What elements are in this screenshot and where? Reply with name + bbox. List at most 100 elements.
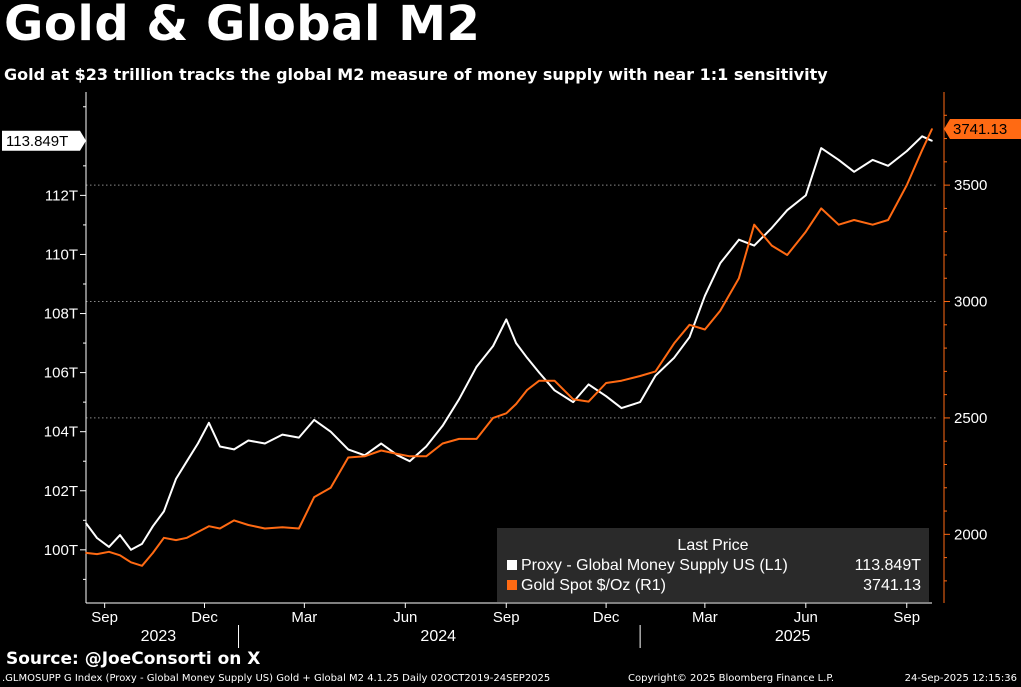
m2-data-point: [837, 159, 840, 161]
m2-data-point: [654, 374, 657, 377]
left-last-value-label: 113.849T: [6, 133, 68, 150]
axis-labels: 100T 102T 104T 106T 108T 110T 112T 2000 2500 3000…: [2, 118, 1021, 645]
m2-data-point: [587, 383, 590, 386]
gold-data-point: [688, 324, 691, 326]
x-tick-label: Mar: [692, 609, 718, 626]
gold-data-point: [441, 442, 444, 445]
m2-data-point: [152, 525, 154, 528]
m2-data-point: [921, 135, 923, 138]
m2-data-point: [753, 244, 756, 247]
gold-data-point: [931, 128, 933, 130]
m2-data-point: [704, 295, 706, 297]
gold-data-point: [620, 379, 623, 382]
gold-data-point: [905, 184, 908, 186]
gold-data-point: [152, 552, 154, 554]
m2-data-point: [119, 534, 121, 536]
gold-data-point: [119, 554, 121, 557]
m2-data-point: [719, 262, 722, 265]
m2-data-point: [538, 371, 540, 374]
left-tick-label: 112T: [45, 187, 78, 204]
m2-data-point: [298, 436, 300, 439]
left-last-value-badge: [2, 130, 86, 151]
gold-data-point: [587, 400, 590, 403]
gold-data-point: [475, 438, 478, 440]
gold-data-point: [233, 519, 235, 522]
gold-data-point: [425, 455, 427, 458]
m2-data-point: [475, 365, 478, 368]
gold-data-point: [639, 375, 641, 377]
m2-data-point: [197, 442, 199, 445]
legend-swatch: [507, 560, 517, 570]
m2-data-point: [553, 389, 556, 392]
m2-data-point: [408, 460, 411, 463]
m2-data-point: [347, 448, 350, 451]
gold-data-point: [492, 417, 494, 419]
gold-data-point: [408, 455, 411, 458]
gold-data-point: [458, 438, 460, 440]
gold-data-point: [186, 537, 188, 539]
gold-data-point: [505, 412, 508, 415]
left-tick-label: 108T: [44, 306, 78, 323]
m2-data-point: [738, 238, 740, 241]
x-tick-label: Sep: [893, 609, 920, 626]
m2-data-point: [905, 150, 908, 152]
m2-data-point: [264, 442, 266, 445]
gold-series-line: [85, 128, 933, 567]
gold-data-point: [175, 539, 177, 541]
gold-data-point: [347, 456, 350, 459]
gold-data-point: [380, 449, 382, 452]
m2-data-point: [425, 445, 427, 448]
m2-data-point: [219, 445, 221, 448]
legend-entry-value: 3741.13: [863, 577, 921, 594]
m2-data-point: [141, 543, 143, 545]
m2-data-point: [313, 419, 316, 421]
m2-data-point: [505, 318, 508, 321]
m2-data-point: [441, 424, 444, 427]
m2-data-point: [871, 159, 874, 161]
gold-data-point: [197, 531, 199, 533]
m2-data-point: [233, 448, 235, 451]
x-tick-label: Sep: [91, 609, 118, 626]
left-tick-label: 110T: [45, 246, 78, 263]
gold-data-point: [264, 527, 266, 530]
m2-data-point: [526, 357, 528, 359]
m2-data-point: [620, 407, 623, 409]
x-tick-label: Sep: [493, 609, 520, 626]
ticker-info: .GLMOSUPP G Index (Proxy - Global Money …: [2, 673, 551, 684]
m2-series-line: [85, 135, 933, 551]
gold-data-point: [85, 552, 87, 554]
legend-entry-name: Gold Spot $/Oz (R1): [521, 577, 666, 594]
legend-swatch: [507, 580, 517, 590]
gold-data-point: [605, 382, 607, 384]
m2-data-point: [458, 398, 460, 400]
gold-data-point: [887, 219, 889, 221]
legend-entry-value: 113.849T: [855, 557, 922, 574]
gold-data-point: [753, 223, 756, 226]
gold-data-point: [130, 561, 132, 564]
copyright: Copyright© 2025 Bloomberg Finance L.P.: [628, 673, 835, 684]
m2-data-point: [96, 537, 98, 539]
m2-data-point: [281, 433, 284, 436]
legend: Last Price Proxy - Global Money Supply US…: [497, 528, 929, 602]
right-tick-label: 3500: [954, 177, 987, 194]
m2-data-point: [673, 357, 675, 359]
gold-data-point: [673, 342, 675, 345]
legend-box: [497, 528, 929, 602]
legend-entry-name: Proxy - Global Money Supply US (L1): [521, 557, 788, 574]
gold-data-point: [208, 525, 210, 527]
x-tick-label: Jun: [393, 609, 417, 626]
year-label: 2023: [141, 628, 177, 645]
timestamp: 24-Sep-2025 12:15:36: [904, 673, 1017, 684]
m2-data-point: [208, 422, 210, 424]
m2-data-point: [175, 478, 177, 480]
legend-title: Last Price: [677, 537, 748, 554]
m2-data-point: [853, 170, 855, 173]
gold-data-point: [738, 277, 740, 280]
x-tick-label: Mar: [291, 609, 317, 626]
right-tick-label: 3000: [954, 294, 987, 311]
year-label: 2024: [420, 628, 456, 645]
axes: [80, 92, 950, 648]
right-tick-label: 2000: [954, 526, 987, 543]
gold-data-point: [396, 453, 399, 455]
